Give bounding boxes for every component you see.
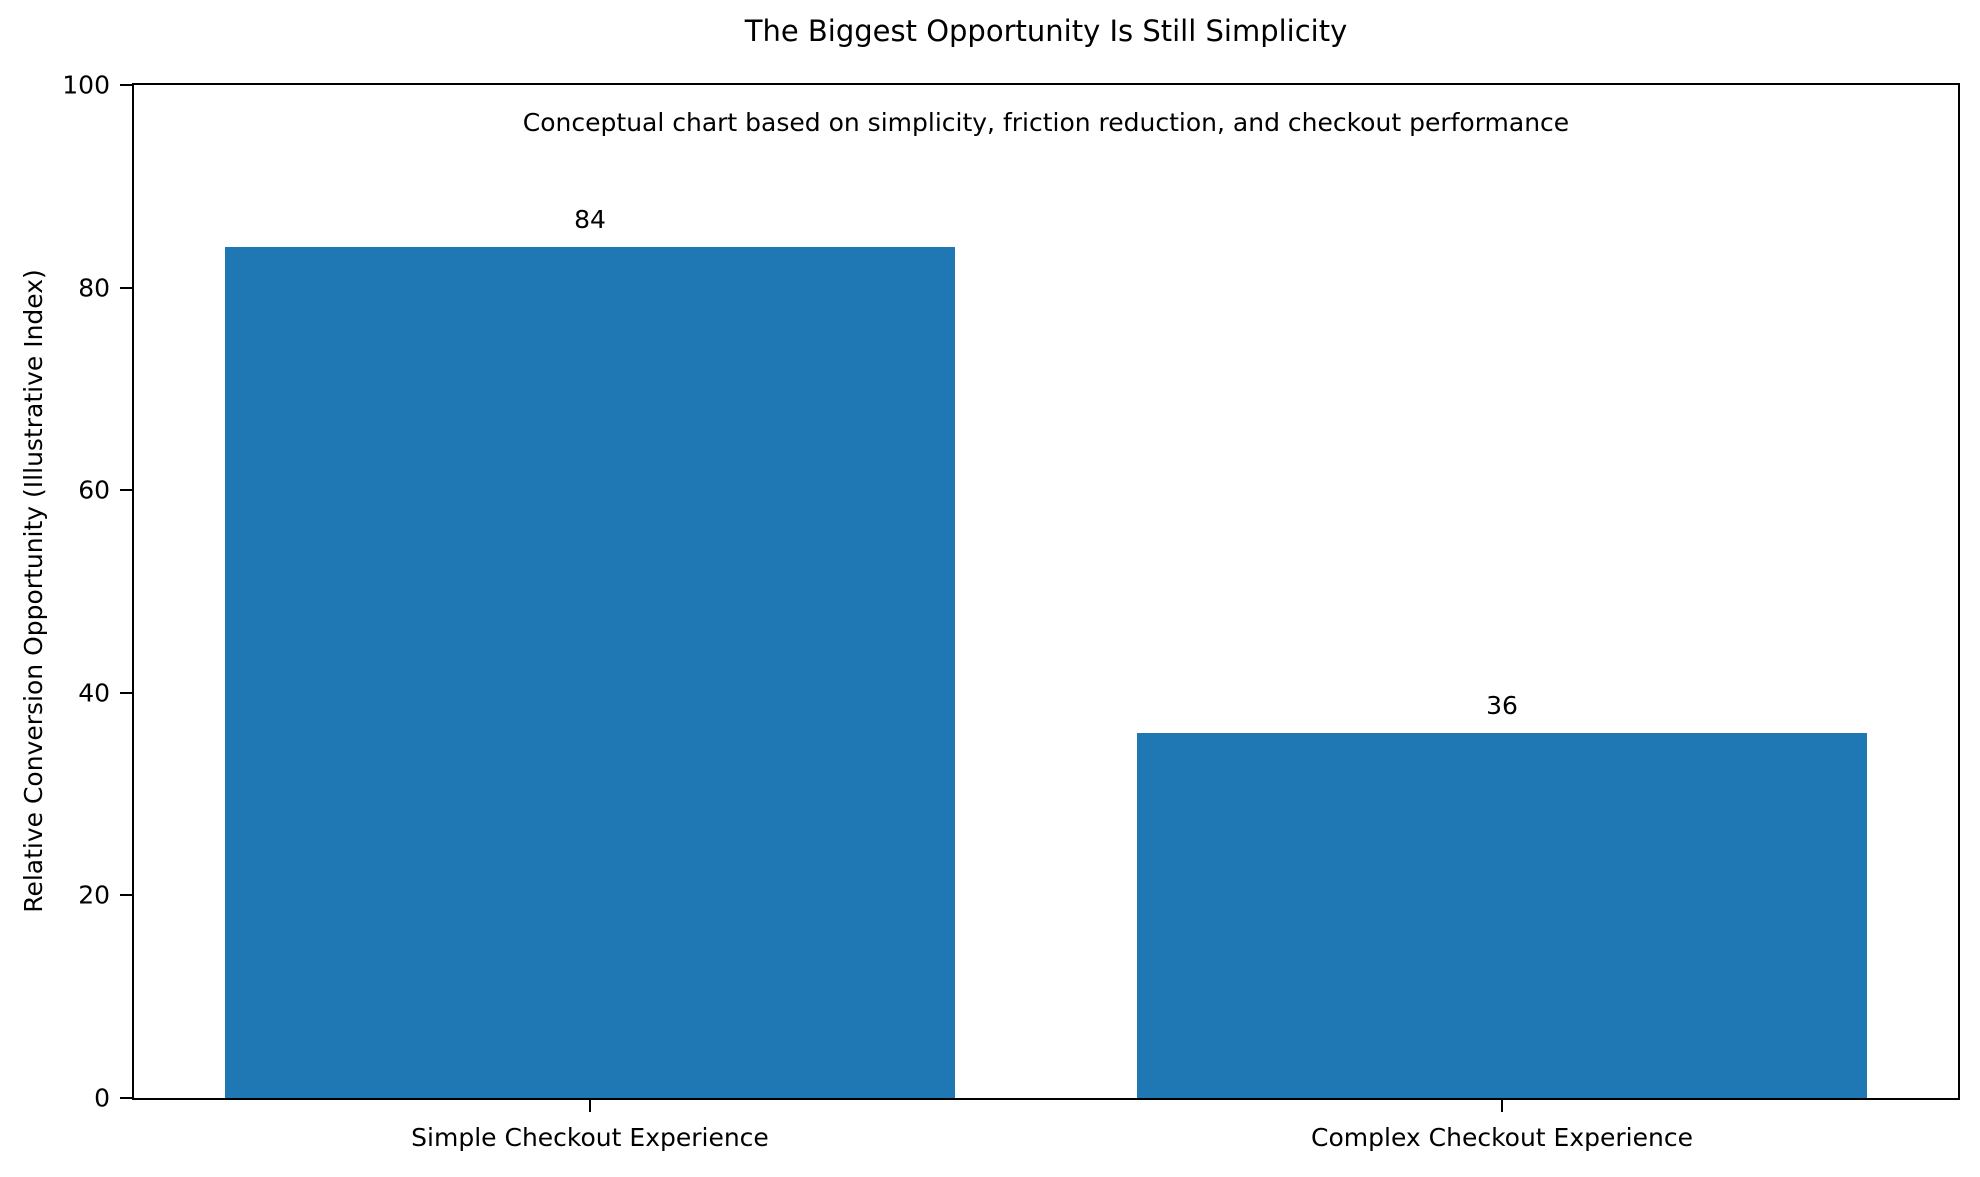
y-axis-tick-label: 20 <box>78 880 110 910</box>
y-axis-tick <box>120 84 132 86</box>
y-axis-tick-label: 80 <box>78 273 110 303</box>
y-axis-tick <box>120 691 132 694</box>
chart-subtitle: Conceptual chart based on simplicity, fr… <box>522 108 1570 137</box>
y-axis-tick-label: 0 <box>94 1083 110 1113</box>
bar <box>1137 733 1867 1098</box>
x-axis-tick-label: Complex Checkout Experience <box>1311 1123 1693 1152</box>
y-axis-tick <box>120 894 132 897</box>
x-axis-tick <box>1501 1100 1503 1112</box>
x-axis-tick <box>589 1100 591 1112</box>
bar-value-label: 36 <box>1486 691 1518 721</box>
y-axis-tick <box>120 286 132 289</box>
y-axis-tick <box>120 1097 132 1099</box>
y-axis-tick-label: 40 <box>78 678 110 708</box>
y-axis-tick-label: 100 <box>62 70 110 100</box>
x-axis-tick-label: Simple Checkout Experience <box>411 1123 769 1152</box>
y-axis-tick-label: 60 <box>78 475 110 505</box>
plot-area: Conceptual chart based on simplicity, fr… <box>62 73 1960 1152</box>
y-axis-label: Relative Conversion Opportunity (Illustr… <box>19 269 48 913</box>
chart-title: The Biggest Opportunity Is Still Simplic… <box>744 14 1348 48</box>
y-axis-tick <box>120 489 132 492</box>
bar-value-label: 84 <box>574 205 606 235</box>
bar <box>225 247 955 1098</box>
